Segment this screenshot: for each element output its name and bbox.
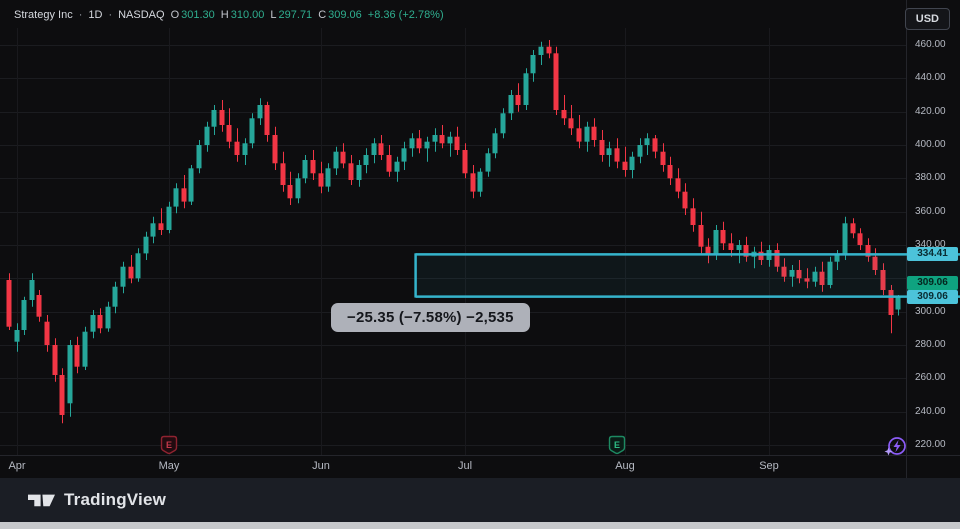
ohlc-high: H 310.00 — [220, 9, 265, 21]
price-axis[interactable]: 460.00 440.00 420.00 400.00 380.00 360.00 340.… — [906, 0, 960, 455]
price-tick-label: 440.00 — [915, 72, 946, 83]
grid — [0, 0, 960, 478]
time-axis-label: Sep — [759, 460, 779, 472]
exchange-label: NASDAQ — [118, 9, 165, 21]
interval-label[interactable]: 1D — [88, 9, 103, 21]
price-tick-label: 280.00 — [915, 339, 946, 350]
time-axis-label: Jun — [312, 460, 330, 472]
separator-dot: · — [78, 9, 83, 21]
ohlc-open: O 301.30 — [170, 9, 215, 21]
footer-bar: TradingView — [0, 478, 960, 522]
time-axis[interactable]: Apr May Jun Jul Aug Sep — [0, 455, 960, 478]
time-axis-label: Aug — [615, 460, 635, 472]
tradingview-logo-icon[interactable] — [28, 490, 55, 510]
price-tick-label: 380.00 — [915, 172, 946, 183]
candles[interactable] — [6, 40, 901, 424]
measure-tooltip: −25.35 (−7.58%) −2,535 — [331, 303, 530, 332]
price-tick-label: 260.00 — [915, 372, 946, 383]
svg-text:E: E — [614, 440, 620, 450]
flash-icon[interactable] — [884, 437, 906, 456]
price-tick-label: 360.00 — [915, 206, 946, 217]
currency-button[interactable]: USD — [904, 8, 950, 30]
price-tick-label: 400.00 — [915, 139, 946, 150]
price-tick-label: 240.00 — [915, 406, 946, 417]
symbol-header: Strategy Inc · 1D · NASDAQ O 301.30 H 31… — [14, 9, 444, 21]
time-axis-label: Jul — [457, 460, 473, 472]
time-axis-label: Apr — [8, 460, 26, 472]
earnings-red-icon[interactable]: E — [160, 435, 178, 455]
separator-dot: · — [108, 9, 113, 21]
ohlc-low: L 297.71 — [270, 9, 313, 21]
price-tick-label: 300.00 — [915, 306, 946, 317]
drawing-price-label: 309.06 — [907, 290, 958, 304]
change-value: +8.36 (+2.78%) — [367, 9, 444, 21]
price-tick-label: 420.00 — [915, 106, 946, 117]
ohlc-close: C 309.06 — [318, 9, 362, 21]
measure-rectangle-drawing[interactable] — [414, 253, 960, 298]
price-tick-label: 460.00 — [915, 39, 946, 50]
symbol-name[interactable]: Strategy Inc — [14, 9, 73, 21]
drawing-price-label: 334.41 — [907, 247, 958, 261]
brand-name[interactable]: TradingView — [64, 490, 167, 509]
time-axis-label: May — [158, 460, 180, 472]
earnings-green-icon[interactable]: E — [608, 435, 626, 455]
price-tick-label: 340.00 — [915, 239, 946, 250]
current-price-label: 309.06 — [907, 276, 958, 290]
svg-text:E: E — [166, 440, 172, 450]
bottom-strip — [0, 522, 960, 529]
price-tick-label: 220.00 — [915, 439, 946, 450]
